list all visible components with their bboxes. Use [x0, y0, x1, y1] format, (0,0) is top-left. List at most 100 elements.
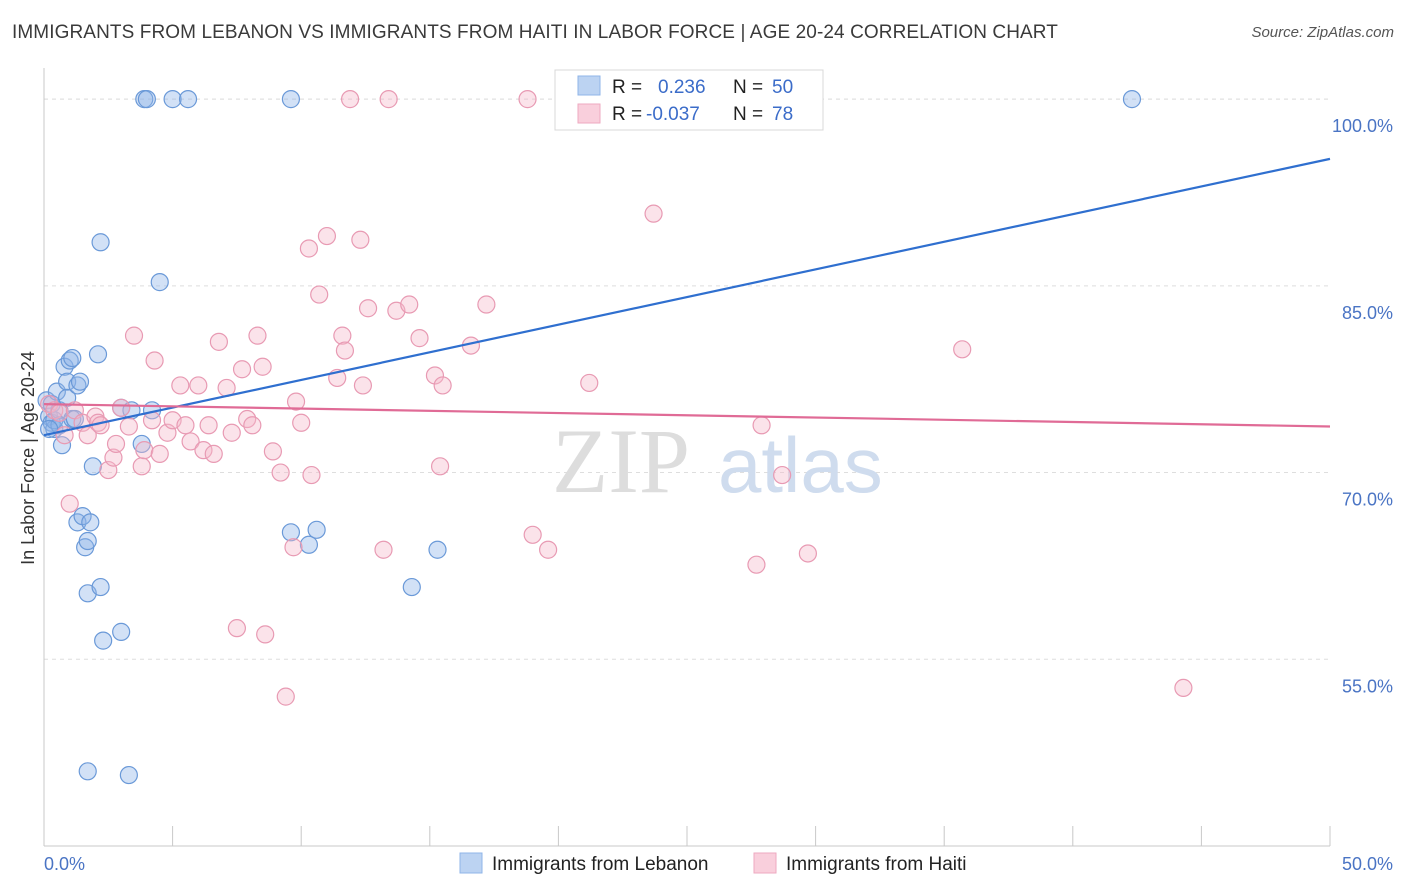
point-haiti-42	[271, 463, 290, 482]
watermark-atlas: atlas	[718, 421, 883, 509]
point-lebanon-35	[150, 273, 169, 292]
point-lebanon-38	[163, 90, 182, 109]
legend-box: R = 0.236 N = 50 R = -0.037 N = 78	[554, 69, 824, 131]
point-haiti-17	[132, 457, 151, 476]
legend-r-label-haiti: R =	[612, 104, 642, 125]
point-haiti-59	[400, 295, 419, 314]
chart-title: IMMIGRANTS FROM LEBANON VS IMMIGRANTS FR…	[12, 22, 1058, 43]
point-lebanon-29	[91, 233, 110, 252]
point-haiti-20	[145, 351, 164, 370]
point-haiti-39	[253, 357, 272, 376]
point-haiti-73	[798, 544, 817, 563]
point-haiti-30	[204, 444, 223, 463]
point-haiti-72	[773, 465, 792, 485]
point-lebanon-44	[402, 577, 421, 597]
point-lebanon-13	[60, 351, 79, 370]
bottom-legend-label-haiti: Immigrants from Haiti	[786, 854, 967, 875]
point-haiti-25	[176, 416, 195, 435]
point-haiti-18	[135, 441, 154, 460]
point-lebanon-43	[307, 520, 326, 539]
point-haiti-65	[477, 295, 496, 314]
point-haiti-63	[433, 376, 452, 395]
x-tick-label-min: 0.0%	[44, 854, 85, 874]
watermark-zip: ZIP	[552, 410, 690, 512]
point-haiti-14	[112, 398, 131, 417]
point-haiti-13	[106, 434, 126, 454]
point-haiti-16	[124, 326, 144, 345]
legend-r-value-haiti: -0.037	[646, 104, 700, 125]
trend-line-lebanon	[43, 157, 1331, 437]
point-haiti-35	[232, 360, 252, 379]
point-haiti-44	[284, 538, 303, 557]
legend-r-value-lebanon: 0.236	[658, 77, 706, 98]
y-tick-label-55: 55.0%	[1342, 676, 1393, 696]
point-haiti-61	[425, 366, 445, 385]
point-haiti-71	[752, 416, 771, 435]
point-haiti-70	[747, 555, 766, 574]
point-haiti-24	[171, 376, 190, 395]
point-haiti-47	[299, 239, 319, 258]
point-lebanon-25	[83, 457, 102, 476]
bottom-legend: Immigrants from Lebanon Immigrants from …	[459, 852, 967, 875]
point-lebanon-40	[281, 90, 301, 109]
point-haiti-31	[209, 332, 228, 351]
point-haiti-29	[199, 416, 218, 435]
point-haiti-76	[340, 90, 360, 109]
trend-line-haiti	[43, 402, 1331, 428]
point-haiti-66	[523, 525, 542, 544]
point-haiti-38	[248, 326, 267, 345]
point-haiti-40	[256, 625, 275, 644]
legend-n-value-lebanon: 50	[772, 77, 793, 98]
point-lebanon-11	[58, 372, 77, 391]
point-haiti-34	[227, 619, 246, 638]
point-haiti-37	[243, 416, 262, 435]
legend-swatch-haiti	[577, 103, 601, 124]
y-tick-label-100: 100.0%	[1332, 116, 1393, 136]
point-haiti-33	[222, 423, 241, 442]
point-haiti-69	[644, 204, 663, 223]
point-haiti-2	[50, 403, 69, 422]
legend-r-label-lebanon: R =	[612, 77, 642, 98]
point-haiti-75	[1174, 678, 1193, 698]
point-lebanon-47	[78, 762, 97, 781]
watermark: ZIP atlas	[552, 410, 883, 512]
legend-n-label-haiti: N =	[733, 104, 763, 125]
point-lebanon-23	[78, 531, 97, 551]
y-tick-label-70: 70.0%	[1342, 490, 1393, 510]
point-lebanon-30	[112, 622, 131, 641]
grid-lines	[44, 98, 1330, 660]
point-lebanon-26	[88, 345, 108, 364]
point-haiti-60	[410, 329, 429, 348]
bottom-legend-swatch-haiti	[753, 852, 777, 874]
point-haiti-15	[119, 417, 138, 436]
x-ticks	[43, 826, 1331, 846]
point-lebanon-37	[137, 90, 156, 109]
point-haiti-46	[292, 413, 311, 432]
point-haiti-48	[302, 465, 321, 485]
point-haiti-77	[379, 90, 398, 109]
point-haiti-41	[263, 442, 283, 461]
point-haiti-67	[539, 540, 558, 559]
point-haiti-21	[150, 444, 169, 463]
point-haiti-54	[351, 230, 370, 249]
point-lebanon-45	[428, 540, 447, 559]
point-lebanon-39	[178, 90, 198, 109]
point-lebanon-42	[299, 535, 319, 554]
point-lebanon-46	[1122, 90, 1142, 109]
legend-n-value-haiti: 78	[772, 104, 793, 125]
bottom-legend-label-lebanon: Immigrants from Lebanon	[492, 854, 709, 875]
point-haiti-4	[60, 494, 79, 513]
y-axis-label: In Labor Force | Age 20-24	[18, 351, 38, 565]
point-lebanon-14	[63, 348, 82, 368]
legend-n-label-lebanon: N =	[733, 77, 763, 98]
point-haiti-78	[518, 90, 537, 109]
point-lebanon-28	[94, 631, 113, 650]
point-haiti-27	[189, 376, 208, 395]
point-haiti-68	[580, 373, 599, 393]
point-haiti-45	[286, 392, 306, 411]
point-haiti-74	[953, 340, 972, 359]
y-tick-labels: 55.0% 70.0% 85.0% 100.0%	[1332, 116, 1393, 696]
point-haiti-28	[194, 441, 213, 460]
point-lebanon-41	[281, 523, 301, 542]
